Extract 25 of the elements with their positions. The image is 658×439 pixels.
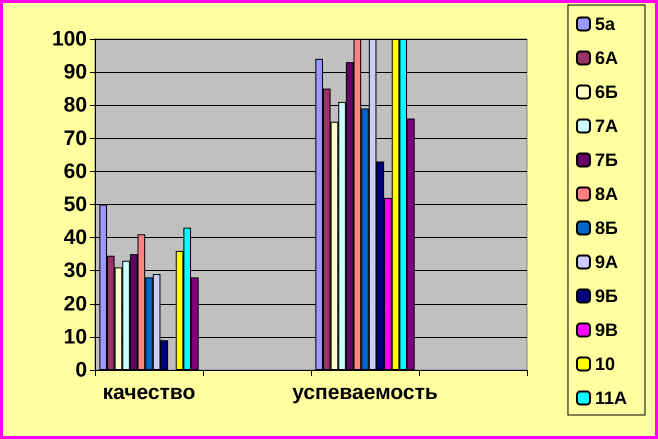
legend-label: 7Б xyxy=(594,150,618,170)
y-tick-label: 50 xyxy=(64,193,87,216)
legend-label: 5а xyxy=(594,14,616,34)
legend-label: 9В xyxy=(594,320,618,340)
y-tick-label: 0 xyxy=(75,358,87,382)
y-tick-label: 60 xyxy=(64,160,87,183)
legend-label: 6Б xyxy=(594,82,618,102)
legend-label: 10 xyxy=(594,354,616,374)
x-tick-label: качество xyxy=(102,381,196,404)
y-tick-label: 20 xyxy=(64,292,87,316)
legend-label: 8Б xyxy=(594,218,618,238)
legend-label: 9А xyxy=(594,252,618,272)
y-tick-label: 70 xyxy=(64,126,87,150)
legend-label: 6А xyxy=(594,48,618,68)
y-tick-label: 10 xyxy=(64,325,87,348)
y-tick-label: 30 xyxy=(64,259,87,282)
y-tick-label: 100 xyxy=(52,28,87,50)
legend-label: 11А xyxy=(594,388,628,408)
legend-label: 8А xyxy=(594,184,618,204)
y-tick-label: 40 xyxy=(64,226,87,250)
x-tick-label: успеваемость xyxy=(292,381,438,404)
y-tick-label: 90 xyxy=(64,60,87,84)
legend-label: 7А xyxy=(594,116,618,136)
legend-label: 9Б xyxy=(594,286,618,306)
y-tick-label: 80 xyxy=(64,94,87,117)
